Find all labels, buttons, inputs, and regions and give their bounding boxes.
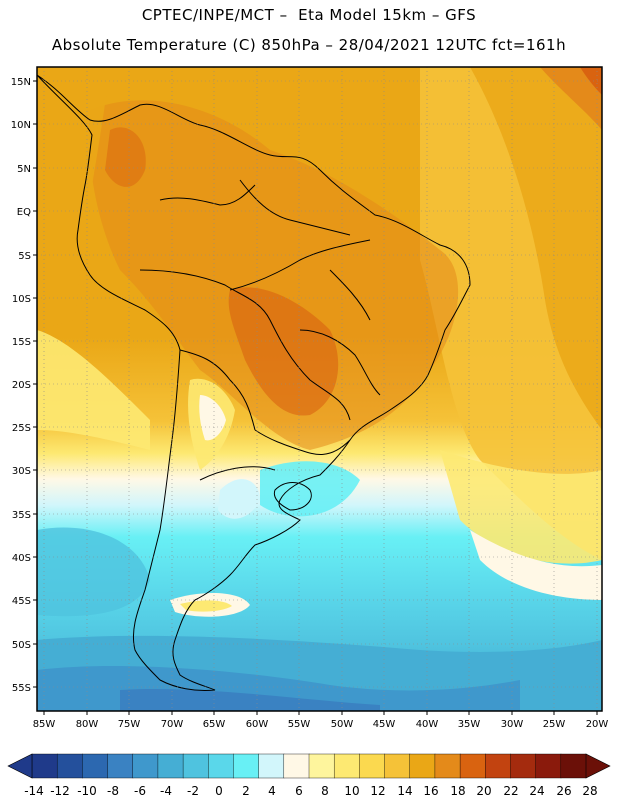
lon-label: 85W: [33, 719, 56, 730]
lon-label: 35W: [458, 719, 481, 730]
lat-label: 15S: [12, 337, 31, 348]
lat-label: 50S: [12, 640, 31, 651]
colorbar-label: 28: [582, 784, 597, 798]
colorbar-label: 4: [268, 784, 276, 798]
colorbar-cell: [560, 753, 587, 779]
lon-label: 75W: [118, 719, 141, 730]
lat-label: 20S: [12, 380, 31, 391]
colorbar-label: 18: [450, 784, 465, 798]
colorbar-cell: [258, 753, 285, 779]
lon-label: 45W: [373, 719, 396, 730]
temperature-field: [37, 67, 602, 711]
lon-label: 20W: [586, 719, 609, 730]
colorbar-left-arrow: [7, 753, 33, 779]
lon-axis: [43, 711, 598, 715]
lat-label: 40S: [12, 553, 31, 564]
colorbar-cell: [233, 753, 260, 779]
colorbar-cell: [409, 753, 436, 779]
colorbar-cell: [333, 753, 360, 779]
colorbar: -14 -12 -10 -8 -6 -4 -2 0 2 4 6 8 10 12 …: [7, 753, 611, 798]
lat-label: 5N: [17, 164, 31, 175]
colorbar-cell: [535, 753, 562, 779]
lat-label: 15N: [11, 77, 31, 88]
colorbar-cell: [384, 753, 411, 779]
colorbar-cell: [157, 753, 184, 779]
map-frame: [36, 66, 603, 712]
colorbar-cell: [56, 753, 83, 779]
colorbar-label: 2: [242, 784, 250, 798]
colorbar-label: 8: [321, 784, 329, 798]
lon-label: 60W: [246, 719, 269, 730]
colorbar-cell: [308, 753, 335, 779]
colorbar-label: 26: [556, 784, 571, 798]
colorbar-label: 10: [344, 784, 359, 798]
chart-title-line2: Absolute Temperature (C) 850hPa – 28/04/…: [51, 36, 567, 54]
colorbar-label: -14: [24, 784, 44, 798]
colorbar-label: 0: [215, 784, 223, 798]
lon-label: 25W: [543, 719, 566, 730]
lon-label: 30W: [501, 719, 524, 730]
colorbar-label: -12: [50, 784, 70, 798]
colorbar-cell: [459, 753, 486, 779]
colorbar-cell: [283, 753, 310, 779]
colorbar-cell: [82, 753, 109, 779]
colorbar-right-arrow: [585, 753, 611, 779]
lon-label: 70W: [161, 719, 184, 730]
lat-label: 10S: [12, 294, 31, 305]
lat-label: 25S: [12, 423, 31, 434]
colorbar-label: 12: [370, 784, 385, 798]
colorbar-label: -2: [187, 784, 199, 798]
colorbar-cell: [31, 753, 58, 779]
lon-label: 55W: [288, 719, 311, 730]
lon-label: 50W: [331, 719, 354, 730]
colorbar-label: 6: [295, 784, 303, 798]
lat-label: 35S: [12, 510, 31, 521]
lat-label: 5S: [18, 251, 31, 262]
colorbar-cell: [434, 753, 461, 779]
colorbar-label: -8: [107, 784, 119, 798]
lon-label: 80W: [76, 719, 99, 730]
lat-label: EQ: [17, 207, 31, 218]
coastlines: [37, 74, 471, 691]
chart-title-line1: CPTEC/INPE/MCT – Eta Model 15km – GFS: [141, 6, 477, 24]
colorbar-label: 16: [423, 784, 438, 798]
colorbar-cell: [510, 753, 537, 779]
colorbar-cell: [485, 753, 511, 779]
lat-label: 55S: [12, 683, 31, 694]
colorbar-label: -4: [160, 784, 172, 798]
colorbar-label: 22: [503, 784, 518, 798]
colorbar-cell: [208, 753, 234, 779]
lon-label: 65W: [203, 719, 226, 730]
grid-lines: [37, 67, 602, 711]
colorbar-label: -6: [134, 784, 146, 798]
colorbar-label: 24: [529, 784, 544, 798]
lat-label: 10N: [11, 120, 31, 131]
lat-label: 45S: [12, 596, 31, 607]
colorbar-cell: [359, 753, 386, 779]
colorbar-cell: [182, 753, 209, 779]
colorbar-cell: [107, 753, 134, 779]
lat-axis: [33, 80, 37, 688]
lat-label: 30S: [12, 466, 31, 477]
colorbar-label: -10: [77, 784, 97, 798]
colorbar-label: 20: [476, 784, 491, 798]
colorbar-cell: [132, 753, 159, 779]
colorbar-label: 14: [397, 784, 412, 798]
lon-label: 40W: [416, 719, 439, 730]
